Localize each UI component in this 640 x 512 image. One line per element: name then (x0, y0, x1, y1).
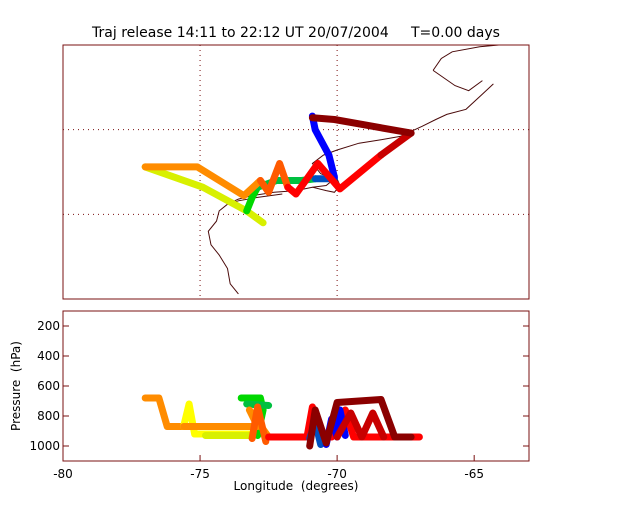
trajectory-line (243, 183, 262, 215)
coastline-segment (432, 44, 499, 71)
y-tick-label: 400 (37, 349, 60, 363)
map-frame (62, 44, 530, 300)
trajectory-line (284, 151, 385, 198)
y-tick-label: 600 (37, 379, 60, 393)
coastline-map (207, 44, 499, 295)
map-gridlines (63, 45, 529, 299)
map-trajectories (141, 112, 415, 227)
y-tick-label: 200 (37, 319, 60, 333)
pressure-trajectory-line (248, 403, 270, 445)
x-tick-label: -65 (464, 467, 484, 481)
chart-title: Traj release 14:11 to 22:12 UT 20/07/200… (91, 25, 500, 41)
pressure-trajectory-line (333, 409, 388, 441)
x-axis-label: Longitude (degrees) (234, 479, 359, 493)
y-tick-label: 800 (37, 409, 60, 423)
trajectory-line (377, 129, 415, 159)
y-tick-label: 1000 (29, 439, 60, 453)
x-tick-label: -70 (327, 467, 347, 481)
x-tick-label: -75 (190, 467, 210, 481)
trajectory-line (256, 160, 292, 196)
pressure-trajectory-line (306, 396, 415, 450)
y-axis-label: Pressure (hPa) (9, 341, 23, 431)
trajectory-line (141, 163, 267, 227)
pressure-trajectory-line (265, 403, 423, 441)
pressure-y-axis: 200 400 600 800 1000 (29, 319, 529, 453)
map-panel (62, 44, 530, 300)
longitude-x-axis: -80 -75 -70 -65 (53, 455, 484, 481)
trajectory-line (308, 114, 415, 137)
coastline-segment (432, 69, 483, 92)
pressure-panel: 200 400 600 800 1000 -80 -75 -70 -65 Longitude … (9, 310, 530, 493)
coastline-segment (207, 83, 494, 295)
trajectory-line (141, 163, 264, 200)
pressure-trajectory-line (141, 394, 188, 430)
x-tick-label: -80 (53, 467, 73, 481)
trajectory-line (308, 112, 338, 181)
pressure-trajectories (141, 394, 423, 450)
